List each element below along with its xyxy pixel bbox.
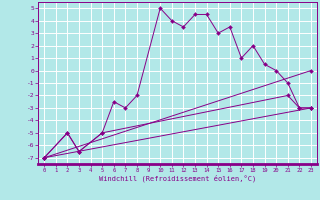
X-axis label: Windchill (Refroidissement éolien,°C): Windchill (Refroidissement éolien,°C) [99, 175, 256, 182]
